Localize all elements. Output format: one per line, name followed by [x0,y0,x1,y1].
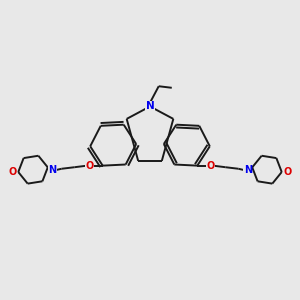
Text: O: O [206,160,214,171]
Text: O: O [283,167,292,177]
Text: O: O [8,167,17,177]
Text: N: N [244,165,252,175]
Text: O: O [85,160,94,171]
Text: N: N [48,165,56,175]
Text: N: N [146,101,154,112]
